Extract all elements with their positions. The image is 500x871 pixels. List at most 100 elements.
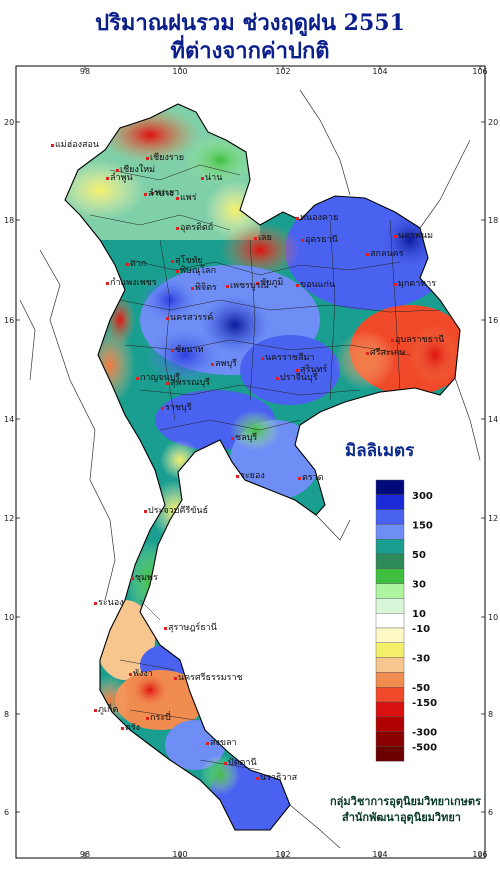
station-marker (166, 382, 169, 385)
station-marker (51, 144, 54, 147)
province-label: น่าน (205, 173, 222, 183)
province-label: นครราชสีมา (265, 352, 314, 363)
province-label: กำแพงเพชร (110, 277, 157, 288)
map-title: ปริมาณฝนรวม ช่วงฤดูฝน 2551 (95, 10, 405, 36)
station-marker (201, 177, 204, 180)
province-label: ภูเก็ต (98, 702, 118, 715)
province-label: ลำพูน (110, 172, 133, 183)
station-marker (296, 369, 299, 372)
lon-tick-label: 98 (80, 67, 90, 76)
station-marker (106, 177, 109, 180)
legend-swatch (375, 509, 405, 525)
legend-swatch (375, 598, 405, 614)
lat-tick-label: 14 (488, 415, 498, 424)
station-marker (131, 577, 134, 580)
station-marker (366, 352, 369, 355)
legend-swatch (375, 672, 405, 688)
station-marker (254, 237, 257, 240)
station-marker (391, 339, 394, 342)
station-marker (296, 284, 299, 287)
station-marker (136, 377, 139, 380)
province-label: สุพรรณบุรี (170, 377, 210, 388)
legend-swatch (375, 568, 405, 584)
legend-swatch (375, 553, 405, 570)
legend-tick-label: -500 (412, 742, 437, 753)
lat-tick-label: 10 (4, 613, 14, 622)
lat-tick-label: 12 (4, 514, 14, 523)
lat-tick-label: 16 (488, 316, 498, 325)
station-marker (394, 235, 397, 238)
province-label: ระยอง (240, 471, 265, 481)
legend-swatch (375, 687, 405, 703)
station-marker (366, 253, 369, 256)
legend-tick-label: 300 (412, 491, 433, 502)
legend-tick-label: -150 (412, 698, 437, 709)
legend-tick-label: 10 (412, 609, 426, 620)
credit-line-2: สำนักพัฒนาอุตุนิยมวิทยา (342, 811, 461, 824)
lon-tick-label: 100 (172, 67, 187, 76)
station-marker (121, 727, 124, 730)
province-label: กระบี่ (150, 710, 171, 723)
credit-line-1: กลุ่มวิชาการอุตุนิยมวิทยาเกษตร (330, 795, 481, 808)
province-label: ศรีสะเกษ (370, 347, 405, 358)
station-marker (276, 377, 279, 380)
province-label: อุตรดิตถ์ (180, 221, 213, 233)
legend-unit: มิลลิเมตร (345, 441, 415, 461)
province-label: สกลนคร (370, 249, 404, 259)
station-marker (94, 602, 97, 605)
legend-swatch (375, 746, 405, 762)
lat-tick-label: 18 (4, 216, 14, 225)
legend-tick-label: 50 (412, 550, 426, 561)
legend: 300 150 50 30 10 -10 -30 -50 -150 -300 -500 (375, 479, 437, 762)
province-label: ปราจีนบุรี (280, 372, 318, 383)
lat-tick-label: 6 (4, 808, 9, 817)
station-marker (116, 169, 119, 172)
legend-tick-label: 30 (412, 580, 426, 591)
legend-swatch (375, 716, 405, 732)
legend-swatch (375, 479, 405, 496)
province-label: ตรัง (125, 723, 140, 733)
station-marker (106, 282, 109, 285)
province-label: มุกดาหาร (398, 279, 436, 289)
province-label: พะเยา (155, 188, 179, 198)
province-label: แพร่ (180, 193, 197, 203)
lat-tick-label: 6 (488, 808, 493, 817)
province-label: อุดรธานี (305, 234, 338, 245)
legend-tick-label: 150 (412, 520, 433, 531)
lat-tick-label: 20 (4, 118, 14, 127)
station-marker (164, 627, 167, 630)
legend-tick-label: -30 (412, 654, 430, 665)
station-marker (129, 673, 132, 676)
legend-swatch (375, 583, 405, 599)
province-label: สุโขทัย (175, 255, 203, 266)
station-marker (176, 227, 179, 230)
legend-swatch (375, 642, 405, 658)
province-label: ระนอง (98, 598, 124, 608)
station-marker (298, 477, 301, 480)
lat-tick-label: 20 (488, 118, 498, 127)
station-marker (226, 285, 229, 288)
province-label: ราชบุรี (165, 402, 192, 413)
station-marker (94, 709, 97, 712)
lat-tick-label: 8 (488, 710, 493, 719)
station-marker (256, 282, 259, 285)
lat-tick-label: 10 (488, 613, 498, 622)
legend-swatch (375, 494, 405, 510)
legend-tick-label: -10 (412, 624, 430, 635)
lon-tick-label: 106 (472, 67, 487, 76)
station-marker (144, 510, 147, 513)
station-marker (144, 193, 147, 196)
legend-swatch (375, 627, 405, 644)
province-label: ชลบุรี (235, 432, 257, 443)
station-marker (224, 762, 227, 765)
legend-swatch (375, 731, 405, 747)
province-label: ลำปาง (148, 188, 174, 199)
province-label: พิษณุโลก (180, 265, 216, 276)
lat-tick-label: 8 (4, 710, 9, 719)
station-marker (394, 283, 397, 286)
province-label: นราธิวาส (260, 772, 298, 783)
legend-swatch (375, 613, 405, 629)
province-label: สุราษฎร์ธานี (168, 621, 217, 633)
province-borders (89, 164, 441, 771)
